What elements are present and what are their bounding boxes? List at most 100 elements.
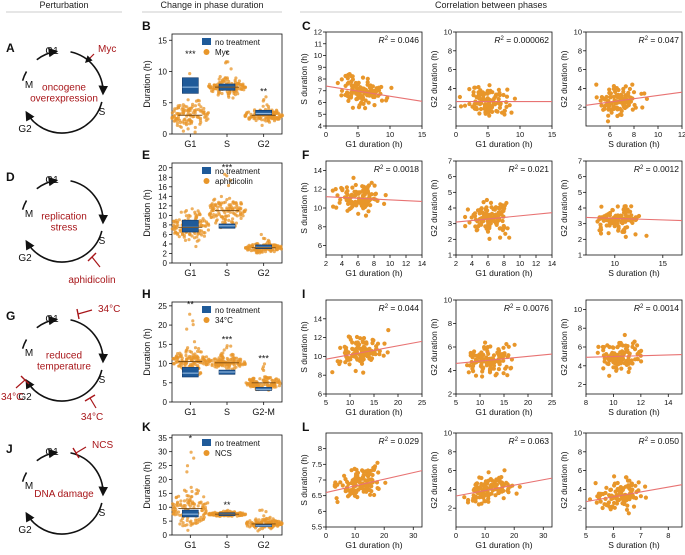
y-tick-label: 10 [158, 211, 167, 220]
scatter-point [369, 357, 374, 362]
legend-label-no-treatment: no treatment [215, 306, 261, 315]
scatter-point [335, 482, 340, 487]
x-tick-label: 12 [678, 130, 685, 139]
treated-dot [234, 221, 238, 225]
y-tick-label: 0 [163, 398, 168, 407]
scatter-point [377, 349, 382, 354]
treated-dot [240, 87, 244, 91]
scatter-point [347, 362, 352, 367]
scatter-point [496, 87, 501, 92]
panel-letter: B [142, 19, 151, 33]
treated-dot [171, 512, 175, 516]
panel-letter: C [302, 19, 311, 33]
treated-dot [209, 215, 213, 220]
scatter-point [330, 370, 335, 375]
y-tick-label: 2 [448, 390, 452, 399]
scatter-point [478, 207, 483, 212]
treated-dot [184, 214, 188, 218]
scatter-point [500, 218, 505, 224]
scatter-point [612, 483, 617, 488]
scatter-point [503, 231, 508, 236]
x-axis-label: S duration (h) [608, 407, 660, 417]
treated-dot [185, 518, 189, 523]
scatter-point [376, 470, 381, 475]
treated-dot [222, 80, 226, 84]
scatter-point [349, 488, 354, 493]
scatter-point [474, 228, 479, 233]
treated-dot [176, 352, 180, 356]
treated-dot [248, 383, 252, 387]
r-squared-label: R2 = 0.063 [509, 436, 550, 446]
no-treatment-box [182, 509, 199, 518]
scatter-point [607, 373, 612, 378]
y-tick-label: 6 [578, 172, 582, 181]
scatter-point [486, 499, 491, 504]
legend-swatch-no-treatment [202, 38, 211, 45]
treated-dot [199, 105, 203, 109]
y-tick-label: 6 [448, 172, 452, 181]
treated-dot [259, 232, 263, 237]
cycle-arc-s-g2 [25, 502, 103, 535]
y-tick-label: 5 [163, 99, 168, 108]
scatter-point [598, 231, 604, 236]
x-tick-label: 8 [666, 531, 670, 540]
y-tick-label: 4 [318, 122, 322, 131]
treated-dot [272, 518, 276, 522]
scatter-point [625, 225, 630, 230]
treated-dot [201, 355, 205, 359]
regulator-inhibit-bar [84, 394, 96, 402]
treated-dot [270, 384, 274, 388]
treated-dot [179, 210, 183, 214]
scatter-point [473, 373, 479, 378]
treated-dot [210, 362, 214, 366]
treated-dot [257, 518, 261, 522]
cycle-arc-s-g2 [25, 101, 103, 134]
treated-dot [204, 502, 208, 506]
scatter-point [368, 492, 373, 497]
scatter-point [486, 496, 491, 501]
scatter-point [330, 188, 335, 193]
y-tick-label: 10 [574, 429, 582, 438]
no-treatment-box [182, 77, 199, 94]
scatter-point [463, 224, 468, 229]
x-axis-label: G1 duration (h) [475, 407, 532, 417]
scatter-point [363, 98, 368, 103]
scatter-point [386, 328, 391, 333]
scatter-point [486, 470, 491, 475]
scatter-point [644, 96, 650, 101]
treated-dot [200, 233, 204, 237]
regulator-label-myc: Myc [98, 44, 116, 55]
scatter-point [602, 218, 607, 223]
treated-dot [206, 228, 210, 232]
cycle-arc-s-g2 [25, 369, 103, 402]
treated-dot [227, 95, 231, 99]
scatter-point [635, 351, 640, 357]
y-tick-label: 4 [163, 240, 168, 249]
scatter-point [379, 98, 385, 103]
scatter-point [375, 460, 380, 465]
scatter-point [497, 362, 502, 367]
scatter-point [365, 76, 370, 81]
scatter-point [360, 468, 365, 473]
scatter-point [633, 232, 638, 237]
scatter-point [489, 205, 494, 210]
scatter-point [465, 207, 470, 212]
scatter-point [362, 190, 367, 195]
scatter-point [626, 93, 631, 98]
scatter-point [497, 93, 502, 98]
x-tick-label: 0 [454, 130, 458, 139]
scatter-point [335, 499, 340, 505]
scatter-point [622, 332, 627, 338]
scatter-point [478, 106, 484, 112]
phase-label-g1: G1 [45, 46, 59, 57]
y-tick-label: 6 [318, 390, 322, 399]
scatter-point [608, 91, 614, 96]
scatter-point [497, 105, 502, 110]
scatter-point [504, 100, 509, 105]
cycle-arc-m-g1 [36, 176, 59, 190]
scatter-point [339, 77, 344, 82]
treated-dot [231, 200, 235, 204]
